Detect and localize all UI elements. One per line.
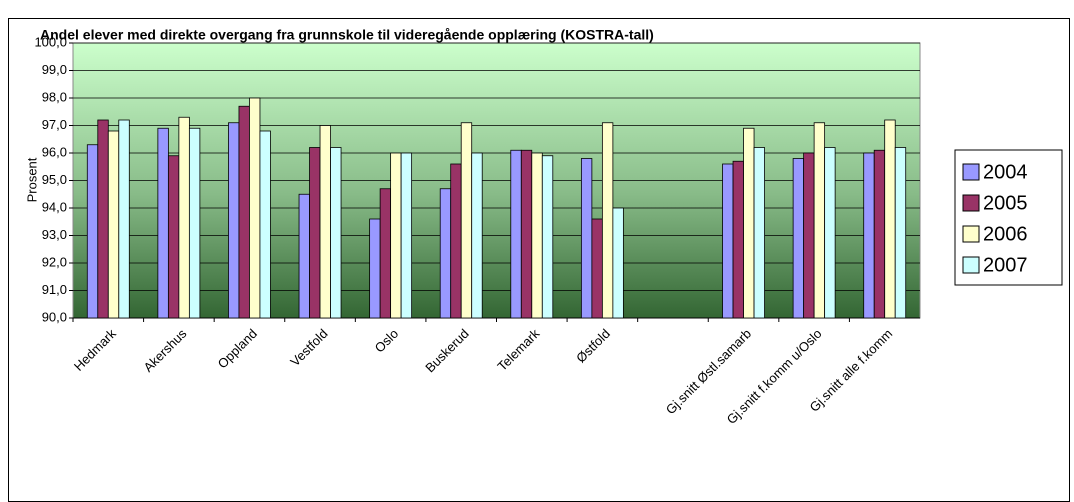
bar — [792, 158, 805, 319]
bar — [813, 122, 826, 319]
y-tick-label: 91,0 — [42, 282, 67, 297]
bar — [369, 218, 381, 319]
bar — [531, 152, 543, 319]
y-tick-label: 98,0 — [42, 89, 67, 104]
bar — [743, 127, 755, 319]
bar — [884, 119, 896, 319]
bar — [894, 147, 907, 319]
y-tick-label: 90,0 — [42, 309, 67, 324]
bar — [249, 97, 261, 319]
bar — [178, 116, 190, 319]
bar — [460, 122, 473, 319]
bar — [167, 155, 180, 319]
bar — [86, 144, 99, 319]
bar — [471, 152, 483, 319]
bar — [238, 105, 250, 319]
y-tick-label: 97,0 — [42, 117, 67, 132]
legend-label: 2005 — [983, 192, 1028, 214]
bar — [330, 147, 342, 319]
y-tick-label: 93,0 — [42, 227, 67, 242]
bar — [863, 152, 875, 319]
bar — [510, 149, 522, 319]
bar — [157, 127, 169, 319]
legend-swatch — [962, 225, 980, 243]
bar — [400, 152, 413, 319]
bar — [188, 127, 201, 319]
legend-label: 2006 — [983, 223, 1028, 245]
legend-swatch — [962, 194, 980, 212]
y-tick-label: 96,0 — [42, 144, 67, 159]
bar — [298, 193, 310, 319]
bar — [580, 158, 593, 319]
bar — [379, 188, 392, 319]
y-axis-label: Prosent — [24, 157, 39, 202]
bar — [541, 155, 554, 319]
bar — [390, 152, 402, 319]
y-tick-label: 92,0 — [42, 254, 67, 269]
bar — [439, 188, 452, 319]
y-tick-label: 99,0 — [42, 62, 67, 77]
bar — [450, 163, 462, 319]
y-tick-label: 100,0 — [34, 34, 67, 49]
bar — [591, 218, 603, 319]
y-tick-label: 95,0 — [42, 172, 67, 187]
bar — [722, 163, 734, 319]
legend-label: 2004 — [983, 161, 1028, 183]
bar — [873, 149, 886, 319]
legend-swatch — [962, 163, 980, 181]
bar — [319, 125, 331, 319]
bar — [753, 147, 765, 319]
bar — [612, 207, 624, 319]
bar — [309, 147, 321, 319]
bar — [803, 152, 815, 319]
bar — [601, 122, 614, 319]
bar — [228, 122, 240, 319]
bar — [520, 149, 533, 319]
bar — [732, 160, 744, 319]
bar — [118, 119, 130, 319]
legend-swatch — [962, 256, 980, 274]
bar — [107, 130, 120, 319]
bar — [259, 130, 271, 319]
y-tick-label: 94,0 — [42, 199, 67, 214]
bar — [97, 119, 109, 319]
legend-label: 2007 — [983, 254, 1028, 276]
chart-title: Andel elever med direkte overgang fra gr… — [40, 27, 654, 43]
bar — [824, 147, 836, 319]
